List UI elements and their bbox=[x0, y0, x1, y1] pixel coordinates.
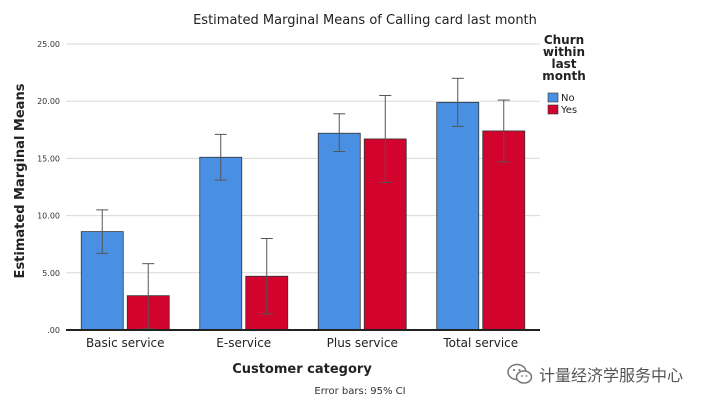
y-tick-label: 5.00 bbox=[42, 269, 60, 278]
legend-title-line: last bbox=[551, 57, 576, 71]
x-tick-label: E-service bbox=[216, 336, 271, 350]
y-tick-label: 25.00 bbox=[37, 40, 60, 49]
bar-no-plus-service bbox=[317, 132, 361, 331]
y-axis-ticks: .00 5.00 10.00 15.00 20.00 25.00 bbox=[37, 40, 60, 335]
error-bars bbox=[96, 77, 510, 330]
bar-yes-total-service bbox=[482, 130, 526, 331]
legend-title-line: month bbox=[542, 69, 586, 83]
footnote: Error bars: 95% CI bbox=[314, 386, 406, 397]
legend-label-yes: Yes bbox=[560, 105, 577, 116]
y-tick-label: 15.00 bbox=[37, 154, 60, 163]
watermark: 计量经济学服务中心 bbox=[507, 362, 683, 386]
y-tick-label: .00 bbox=[47, 326, 60, 335]
x-axis-label: Customer category bbox=[232, 362, 372, 377]
y-tick-label: 10.00 bbox=[37, 212, 60, 221]
x-tick-label: Total service bbox=[442, 336, 518, 350]
legend-swatch-yes bbox=[547, 104, 559, 115]
bar-no-total-service bbox=[436, 101, 480, 331]
x-axis-ticks: Basic service E-service Plus service Total … bbox=[86, 336, 518, 350]
y-tick-label: 20.00 bbox=[37, 97, 60, 106]
legend-title-line: within bbox=[543, 45, 585, 59]
watermark-text: 计量经济学服务中心 bbox=[539, 366, 684, 385]
legend-swatch-no bbox=[547, 92, 559, 103]
x-tick-label: Plus service bbox=[327, 336, 398, 350]
legend-label-no: No bbox=[561, 93, 575, 104]
legend-title: Churn within last month bbox=[542, 33, 586, 83]
wechat-icon bbox=[507, 363, 533, 384]
legend-title-line: Churn bbox=[544, 33, 584, 47]
bar-no-e-service bbox=[199, 156, 243, 331]
y-axis-label: Estimated Marginal Means bbox=[13, 83, 28, 278]
x-tick-label: Basic service bbox=[86, 336, 165, 350]
chart-title: Estimated Marginal Means of Calling card… bbox=[193, 13, 537, 28]
